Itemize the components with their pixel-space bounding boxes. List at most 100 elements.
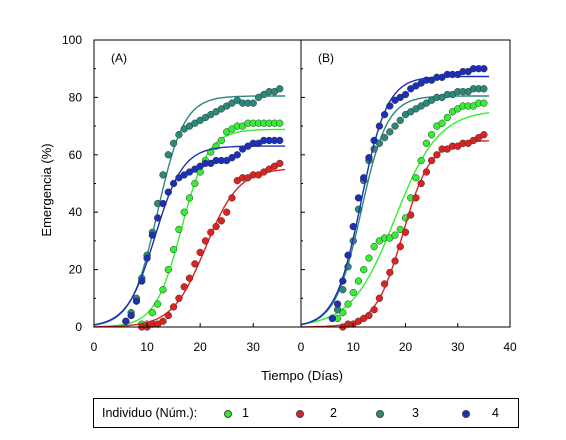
data-point-series-4: [122, 317, 130, 325]
legend-marker-1: [224, 410, 232, 418]
data-point-series-3: [391, 122, 399, 130]
data-point-series-4: [138, 277, 146, 285]
data-point-series-2: [196, 248, 204, 257]
data-point-series-2: [276, 159, 284, 168]
data-point-series-1: [344, 300, 352, 308]
data-point-series-1: [148, 309, 157, 317]
data-point-series-2: [201, 237, 210, 245]
data-point-series-4: [328, 314, 337, 323]
data-point-series-1: [427, 131, 436, 139]
data-point-series-2: [207, 228, 215, 236]
data-point-series-1: [354, 277, 363, 285]
data-point-series-2: [365, 311, 373, 320]
data-point-series-3: [159, 171, 167, 179]
panel-b: (B): [300, 51, 490, 331]
legend-marker-2: [296, 410, 304, 418]
data-point-series-1: [443, 113, 451, 122]
data-point-series-1: [412, 174, 420, 182]
data-point-series-4: [375, 122, 384, 130]
panel-label-b: (B): [318, 51, 334, 65]
x-tick-label: 40: [503, 340, 517, 354]
data-point-series-2: [217, 217, 226, 225]
data-point-series-1: [191, 179, 199, 188]
data-point-series-4: [333, 300, 342, 308]
data-point-series-2: [212, 222, 220, 231]
data-point-series-1: [360, 265, 368, 274]
data-point-series-3: [169, 139, 178, 147]
fit-curve-series-1: [94, 128, 286, 328]
data-point-series-4: [380, 110, 389, 119]
data-point-series-3: [276, 85, 284, 93]
legend-title: Individuo (Núm.):: [102, 406, 198, 420]
x-tick-label: 10: [140, 340, 154, 354]
data-point-series-1: [370, 242, 378, 251]
x-tick-label: 30: [451, 340, 465, 354]
data-point-series-1: [164, 265, 172, 274]
x-tick-label: 0: [91, 340, 98, 354]
data-point-series-3: [175, 131, 183, 139]
legend-marker-3: [376, 410, 384, 418]
data-point-series-3: [380, 133, 389, 142]
data-point-series-4: [360, 174, 368, 182]
data-point-series-1: [417, 156, 425, 165]
data-point-series-4: [276, 136, 284, 145]
data-point-series-2: [375, 294, 384, 302]
panel-a: (A): [93, 51, 286, 331]
data-point-series-2: [401, 228, 410, 236]
data-point-series-1: [438, 119, 446, 127]
data-point-series-4: [233, 151, 241, 159]
data-point-series-1: [180, 208, 188, 216]
data-point-series-2: [164, 311, 172, 320]
fit-curve-series-2: [94, 168, 286, 328]
data-point-series-4: [169, 179, 178, 188]
fit-curve-series-4: [300, 75, 490, 326]
data-point-series-4: [401, 90, 410, 99]
data-point-series-1: [276, 119, 284, 127]
legend-label-2: 2: [330, 406, 337, 420]
x-tick-label: 20: [399, 340, 413, 354]
data-point-series-2: [223, 208, 231, 216]
data-point-series-4: [339, 277, 347, 285]
data-point-series-2: [175, 294, 183, 302]
data-point-series-3: [339, 286, 347, 294]
legend: Individuo (Núm.): 1 2 3 4: [93, 398, 519, 428]
data-point-series-2: [422, 168, 431, 176]
data-point-series-4: [370, 136, 378, 145]
y-axis-title: Emergencia (%): [39, 143, 54, 236]
data-point-series-1: [365, 254, 373, 262]
data-point-series-1: [217, 136, 226, 145]
data-point-series-3: [396, 116, 404, 125]
data-point-series-4: [344, 251, 352, 259]
x-tick-label: 10: [347, 340, 361, 354]
data-point-series-3: [164, 151, 172, 159]
legend-label-1: 1: [242, 406, 249, 420]
x-axis-title: Tiempo (Días): [261, 368, 343, 383]
data-point-series-4: [365, 154, 373, 162]
panel-label-a: (A): [111, 51, 127, 65]
x-tick-label: 20: [193, 340, 207, 354]
data-point-series-2: [427, 156, 436, 165]
data-point-series-2: [185, 274, 194, 282]
data-point-series-1: [422, 139, 431, 147]
data-point-series-2: [180, 283, 188, 291]
y-tick-label: 20: [69, 263, 83, 277]
data-point-series-4: [164, 188, 172, 196]
data-point-series-2: [169, 303, 178, 311]
data-point-series-3: [386, 128, 394, 136]
data-point-series-1: [175, 225, 183, 234]
data-point-series-2: [386, 268, 394, 277]
data-point-series-4: [132, 297, 141, 305]
data-point-series-4: [386, 102, 394, 110]
data-point-series-1: [391, 231, 399, 239]
y-tick-label: 100: [62, 33, 82, 47]
data-point-series-4: [154, 214, 162, 222]
data-point-series-2: [417, 179, 425, 188]
legend-label-3: 3: [412, 406, 419, 420]
data-point-series-1: [349, 288, 357, 297]
data-point-series-2: [391, 257, 399, 265]
data-point-series-3: [249, 99, 257, 107]
data-point-series-1: [185, 194, 194, 202]
data-point-series-3: [480, 85, 488, 93]
data-point-series-4: [349, 222, 357, 231]
